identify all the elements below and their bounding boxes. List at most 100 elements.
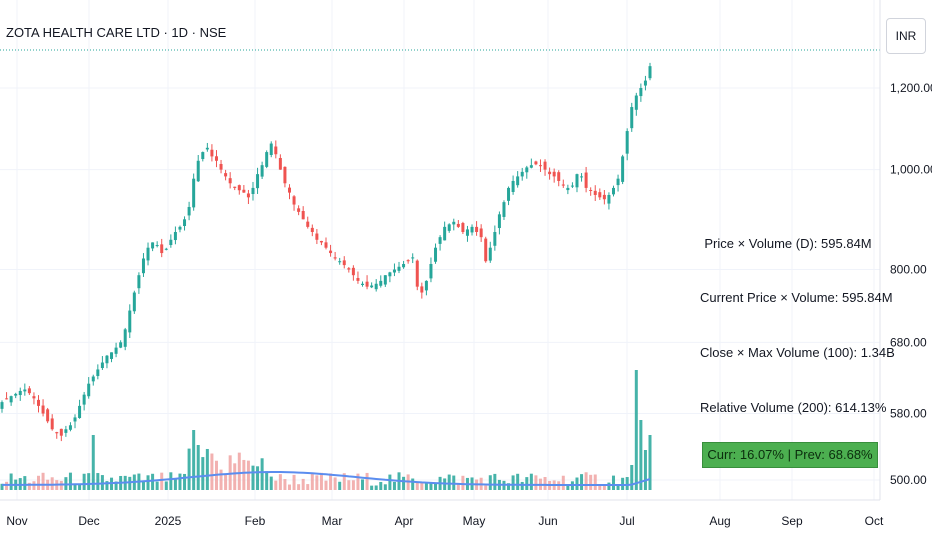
volume-bar (429, 482, 433, 490)
candle-body (18, 390, 22, 396)
candle-body (128, 310, 132, 333)
volume-bar (297, 484, 301, 490)
x-tick-label: 2025 (155, 514, 182, 528)
y-tick-label: 680.00 (890, 335, 927, 349)
volume-bar (233, 463, 237, 490)
volume-bar (173, 478, 177, 490)
candle-body (502, 202, 506, 217)
candle-body (23, 389, 27, 392)
candle-body (648, 66, 652, 79)
candle-body (470, 226, 474, 233)
volume-bar (183, 473, 187, 490)
candle-body (370, 285, 374, 288)
candle-body (475, 226, 479, 232)
volume-bar (169, 472, 173, 490)
volume-bar (529, 473, 533, 490)
candle-body (429, 263, 433, 279)
symbol-title[interactable]: ZOTA HEALTH CARE LTD · 1D · NSE (6, 25, 227, 40)
candle-body (274, 146, 278, 155)
candle-body (214, 156, 218, 161)
candle-body (361, 283, 365, 285)
candle-body (269, 143, 273, 155)
candle-body (260, 165, 264, 177)
volume-bar (625, 477, 629, 490)
candle-body (602, 194, 606, 200)
volume-bar (306, 484, 310, 490)
volume-bar (114, 481, 118, 490)
candle-body (119, 342, 123, 348)
candle-body (287, 187, 291, 193)
candle-body (392, 269, 396, 273)
candle-body (607, 194, 611, 204)
volume-bar (493, 473, 497, 490)
candle-body (625, 131, 629, 154)
candle-body (160, 244, 164, 254)
candle-body (155, 245, 159, 247)
candle-body (187, 206, 191, 216)
volume-bar (525, 477, 529, 490)
candle-body (132, 292, 136, 312)
volume-bar (333, 477, 337, 490)
candle-body (50, 418, 54, 430)
candle-body (479, 228, 483, 238)
volume-bar (251, 465, 255, 490)
candle-body (511, 180, 515, 192)
candle-body (315, 233, 319, 240)
candle-body (365, 281, 369, 287)
volume-bar (392, 481, 396, 490)
candle-body (137, 275, 141, 289)
candle-body (151, 242, 155, 249)
x-tick-label: Jun (538, 514, 557, 528)
volume-bar (634, 370, 638, 490)
volume-bar (329, 473, 333, 490)
volume-bar (315, 475, 319, 490)
candle-body (447, 224, 451, 231)
candle-body (461, 223, 465, 232)
volume-bar (23, 476, 27, 490)
volume-bar (210, 453, 214, 490)
volume-bar (365, 472, 369, 490)
candle-body (598, 192, 602, 198)
volume-bar (324, 480, 328, 490)
candle-body (566, 187, 570, 191)
volume-bar (37, 475, 41, 490)
candle-body (73, 417, 77, 422)
volume-bar (575, 477, 579, 490)
volume-bar (402, 476, 406, 490)
volume-bar (356, 473, 360, 490)
candle-body (443, 226, 447, 241)
candle-body (306, 221, 310, 227)
stat-current-price-volume: Current Price × Volume: 595.84M (700, 290, 893, 305)
candle-body (41, 405, 45, 414)
volume-bar (141, 480, 145, 490)
candle-body (525, 167, 529, 173)
candle-body (379, 280, 383, 286)
volume-bar (246, 460, 250, 490)
candle-body (342, 260, 346, 266)
volume-bar (561, 475, 565, 490)
currency-button[interactable]: INR (886, 18, 926, 54)
candle-body (201, 152, 205, 160)
volume-bar (87, 473, 91, 490)
candle-body (105, 355, 109, 364)
volume-bar (269, 476, 273, 490)
candle-body (570, 185, 574, 187)
candle-body (616, 178, 620, 186)
candle-body (388, 272, 392, 277)
volume-bar (228, 455, 232, 490)
volume-bar (82, 473, 86, 490)
volume-bar (388, 474, 392, 490)
candle-body (356, 278, 360, 281)
candle-body (456, 223, 460, 227)
candle-body (351, 267, 355, 276)
candle-body (438, 237, 442, 244)
y-tick-label: 800.00 (890, 263, 927, 277)
candle-body (465, 229, 469, 236)
candle-body (123, 329, 127, 347)
candle-body (319, 240, 323, 243)
volume-bar (424, 483, 428, 490)
volume-bar (260, 458, 264, 490)
volume-bar (73, 484, 77, 490)
